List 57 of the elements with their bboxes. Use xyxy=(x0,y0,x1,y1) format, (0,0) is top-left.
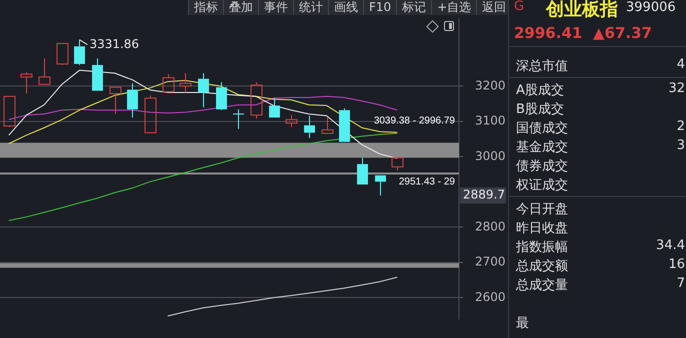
category-label: 统计 xyxy=(293,0,328,15)
category-label: 深总市值 xyxy=(516,58,568,75)
band-label: 3039.38 - 2996.79 xyxy=(374,116,456,127)
y-tick-label: 2800 xyxy=(475,219,506,234)
category-label: 权证成交 xyxy=(516,177,568,194)
text: 32 xyxy=(668,81,685,96)
text: G xyxy=(514,0,524,14)
category-label: A股成交 xyxy=(516,82,564,99)
category-label: 标记 xyxy=(396,0,432,15)
category-label: 叠加 xyxy=(223,0,258,15)
category-label: +自选 xyxy=(431,0,476,15)
category-label: 画线 xyxy=(328,0,363,15)
candlestick xyxy=(110,86,122,115)
candlestick xyxy=(127,82,138,118)
category-label: 指标 xyxy=(188,0,223,15)
y-tick-label: 3200 xyxy=(475,78,506,92)
category-label: 总成交额 xyxy=(516,258,568,275)
candlestick xyxy=(269,98,280,118)
y-tick-label: 3000 xyxy=(475,148,506,163)
candlestick xyxy=(375,175,386,196)
candlestick xyxy=(198,72,209,108)
candlestick xyxy=(180,72,192,94)
category-label: F10 xyxy=(363,0,396,15)
candlestick xyxy=(322,117,334,134)
text: ▲67.37 xyxy=(593,24,652,42)
text: 2889.7 xyxy=(463,188,505,202)
candlestick xyxy=(20,72,32,94)
category-label: 债券成交 xyxy=(516,158,568,175)
annotation: 3331.86 xyxy=(89,36,140,51)
candlestick xyxy=(357,157,368,185)
candlestick xyxy=(92,58,103,91)
category-label: B股成交 xyxy=(516,101,564,118)
y-tick-label: 2600 xyxy=(475,290,506,304)
category-label: 最 xyxy=(516,315,529,332)
candlestick xyxy=(232,108,244,130)
category-label: 总成交量 xyxy=(516,277,568,294)
category-label: 国债成交 xyxy=(516,120,568,137)
candlestick xyxy=(304,115,315,138)
category-label: 今日开盘 xyxy=(516,201,568,218)
text: 34.4 xyxy=(656,238,685,253)
text: 2996.41 xyxy=(514,24,582,42)
text: 7 xyxy=(676,276,685,291)
category-label: 返回 xyxy=(476,0,512,15)
text: 16 xyxy=(668,257,685,272)
y-tick-label: 3100 xyxy=(475,114,506,128)
text: 399006 xyxy=(626,0,676,15)
text: 2 xyxy=(676,119,685,134)
text: 4 xyxy=(676,57,685,72)
category-label: 昨日收盘 xyxy=(516,220,568,237)
category-label: 基金成交 xyxy=(516,139,568,156)
category-label: 事件 xyxy=(258,0,293,15)
category-label: 指数振幅 xyxy=(516,239,568,256)
y-tick-label: 2700 xyxy=(475,254,506,269)
text: 创业板指 xyxy=(546,0,618,21)
text: 3 xyxy=(676,138,685,153)
band-label: 2951.43 - 29 xyxy=(398,176,456,188)
candlestick xyxy=(38,58,50,85)
